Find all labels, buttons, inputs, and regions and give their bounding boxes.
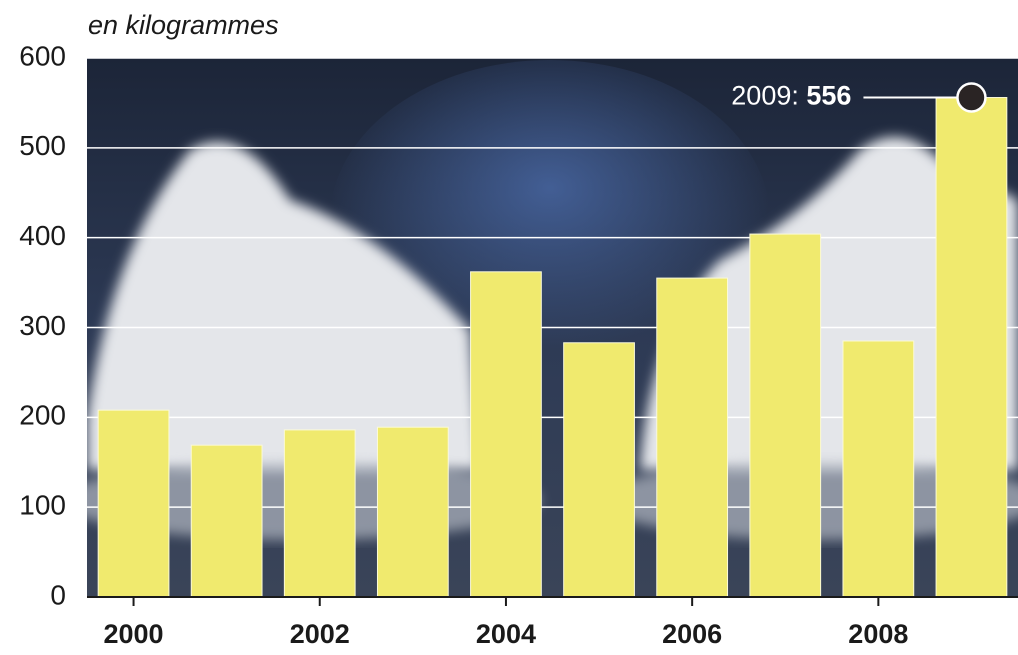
bar [656,277,729,598]
annotation: 2009: 556 [731,81,851,111]
x-tick-label: 2000 [104,619,164,649]
bar [470,271,542,598]
annotation-label: 2009: [731,81,799,111]
bar [842,340,915,598]
y-tick-label: 0 [50,579,66,610]
bar [563,342,635,598]
bar [97,409,170,598]
y-tick-label: 600 [19,40,66,71]
y-tick-label: 400 [19,220,66,251]
y-tick-label: 200 [19,400,66,431]
bar [749,233,822,598]
bar [190,444,263,598]
x-tick-label: 2004 [476,619,536,649]
y-tick-label: 100 [19,490,66,521]
axis-unit-label: en kilogrammes [88,10,279,40]
x-tick-label: 2008 [848,619,908,649]
x-tick-label: 2006 [662,619,722,649]
y-tick-label: 500 [19,130,66,161]
annotation-value: 556 [806,81,851,111]
x-tick-label: 2002 [290,619,350,649]
bar [283,429,356,598]
bar [376,426,449,598]
bar [935,97,1008,598]
highlight-marker [956,82,987,113]
y-tick-label: 300 [19,310,66,341]
